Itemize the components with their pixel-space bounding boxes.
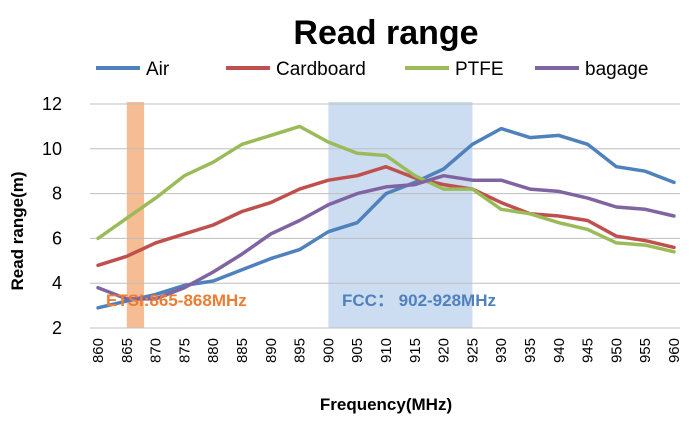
band-fcc-902-928mhz xyxy=(328,102,473,328)
y-axis-label: Read range(m) xyxy=(8,171,27,290)
x-tick-label: 875 xyxy=(176,338,193,363)
x-tick-label: 865 xyxy=(119,338,136,363)
x-axis-ticks: 860 865 870 875 880 885 890 895 900 905 910 915 920 9… xyxy=(90,338,683,363)
series-line-cardboard xyxy=(96,164,676,268)
x-tick-label: 960 xyxy=(666,338,683,363)
band-label-0: ETSI:865-868MHz xyxy=(106,291,247,310)
legend-label-air: Air xyxy=(146,59,170,80)
chart-title: Read range xyxy=(293,14,478,52)
band-labels: ETSI:865-868MHz FCC： 902-928MHz xyxy=(106,291,496,310)
x-tick-label: 885 xyxy=(234,338,251,363)
x-tick-label: 945 xyxy=(580,338,597,363)
band-etsi-865-868mhz xyxy=(126,102,145,328)
frequency-bands xyxy=(126,102,473,328)
y-axis-ticks: 2 4 6 8 10 12 xyxy=(42,94,62,338)
series-line-ptfe xyxy=(96,124,676,254)
y-tick-label: 6 xyxy=(52,228,62,248)
y-tick-label: 8 xyxy=(52,184,62,204)
x-tick-label: 870 xyxy=(148,338,165,363)
legend: Air Cardboard PTFE bagage xyxy=(96,59,648,80)
x-tick-label: 940 xyxy=(551,338,568,363)
x-tick-label: 910 xyxy=(378,338,395,363)
x-tick-label: 880 xyxy=(205,338,222,363)
x-tick-label: 895 xyxy=(292,338,309,363)
x-tick-label: 915 xyxy=(407,338,424,363)
legend-label-cardboard: Cardboard xyxy=(276,59,366,80)
y-tick-label: 10 xyxy=(42,139,62,159)
x-tick-label: 930 xyxy=(493,338,510,363)
x-tick-label: 925 xyxy=(464,338,481,363)
x-tick-label: 905 xyxy=(349,338,366,363)
legend-label-bagage: bagage xyxy=(585,59,648,80)
x-tick-label: 955 xyxy=(637,338,654,363)
x-tick-label: 920 xyxy=(436,338,453,363)
x-axis-label: Frequency(MHz) xyxy=(320,395,452,414)
series-line-bagage xyxy=(96,173,676,301)
y-tick-label: 4 xyxy=(52,273,62,293)
series-lines xyxy=(96,124,676,310)
band-label-1: FCC： 902-928MHz xyxy=(342,291,496,310)
x-tick-label: 890 xyxy=(263,338,280,363)
y-tick-label: 12 xyxy=(42,94,62,114)
x-tick-label: 950 xyxy=(608,338,625,363)
x-tick-label: 860 xyxy=(90,338,107,363)
x-tick-label: 900 xyxy=(320,338,337,363)
x-tick-label: 935 xyxy=(522,338,539,363)
y-tick-label: 2 xyxy=(52,318,62,338)
legend-label-ptfe: PTFE xyxy=(455,59,504,80)
